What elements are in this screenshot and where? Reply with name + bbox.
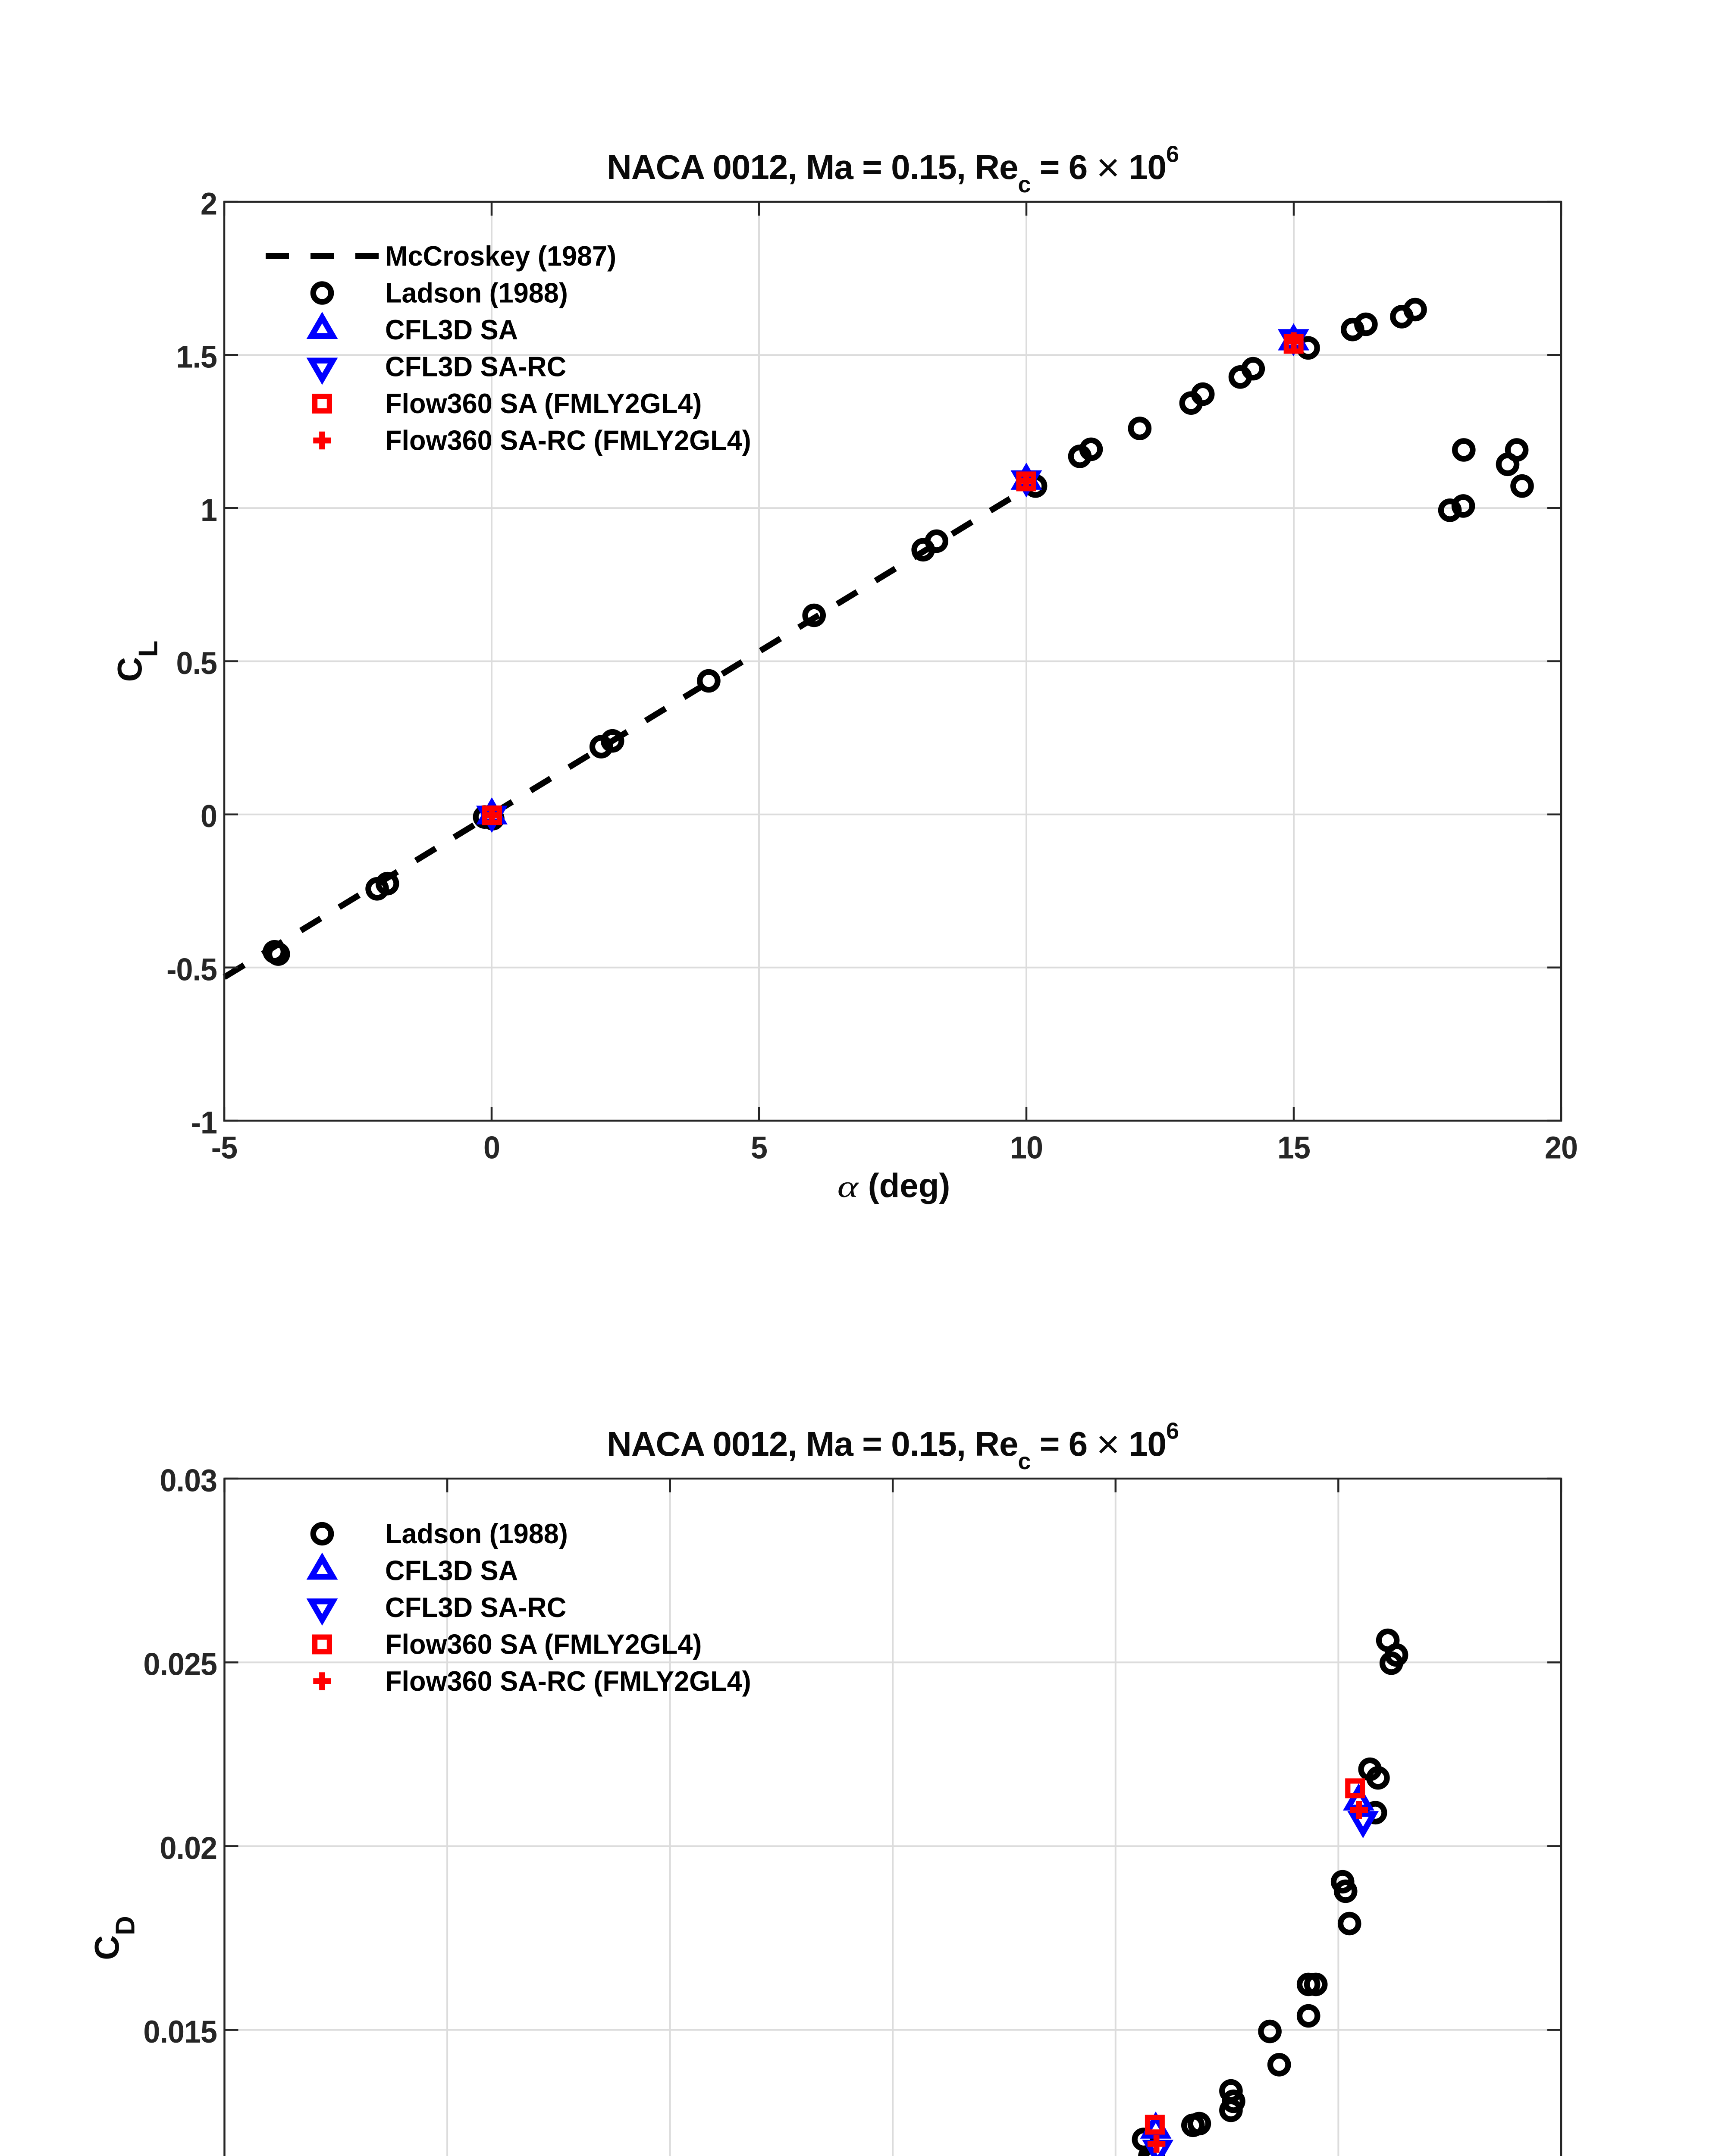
svg-text:0.5: 0.5 bbox=[176, 646, 217, 681]
svg-text:1: 1 bbox=[201, 493, 217, 528]
svg-text:CFL3D SA: CFL3D SA bbox=[385, 1555, 518, 1586]
svg-text:0: 0 bbox=[483, 1130, 500, 1166]
svg-text:CFL3D SA-RC: CFL3D SA-RC bbox=[385, 1592, 566, 1623]
svg-text:Flow360 SA-RC (FMLY2GL4): Flow360 SA-RC (FMLY2GL4) bbox=[385, 425, 751, 456]
svg-text:10: 10 bbox=[1010, 1130, 1043, 1166]
svg-text:CFL3D SA-RC: CFL3D SA-RC bbox=[385, 351, 566, 382]
svg-text:0.025: 0.025 bbox=[143, 1647, 217, 1682]
svg-text:15: 15 bbox=[1277, 1130, 1310, 1166]
svg-text:Flow360 SA-RC (FMLY2GL4): Flow360 SA-RC (FMLY2GL4) bbox=[385, 1665, 751, 1697]
svg-text:5: 5 bbox=[751, 1130, 767, 1166]
svg-text:Ladson (1988): Ladson (1988) bbox=[385, 1518, 568, 1549]
svg-text:CFL3D SA: CFL3D SA bbox=[385, 314, 518, 345]
svg-text:0.03: 0.03 bbox=[160, 1463, 217, 1498]
svg-text:Flow360 SA (FMLY2GL4): Flow360 SA (FMLY2GL4) bbox=[385, 388, 702, 419]
svg-text:2: 2 bbox=[201, 186, 217, 222]
svg-text:20: 20 bbox=[1545, 1130, 1578, 1166]
svg-text:-0.5: -0.5 bbox=[166, 952, 217, 987]
svg-text:-1: -1 bbox=[191, 1105, 217, 1141]
svg-text:Ladson (1988): Ladson (1988) bbox=[385, 277, 568, 309]
svg-text:α: α bbox=[837, 1169, 859, 1204]
svg-text:1.5: 1.5 bbox=[176, 339, 217, 375]
svg-text:-5: -5 bbox=[211, 1130, 237, 1166]
svg-text:Flow360 SA (FMLY2GL4): Flow360 SA (FMLY2GL4) bbox=[385, 1629, 702, 1660]
svg-text:0.02: 0.02 bbox=[160, 1831, 217, 1866]
svg-text:McCroskey (1987): McCroskey (1987) bbox=[385, 240, 616, 272]
svg-text:0.015: 0.015 bbox=[143, 2015, 217, 2050]
svg-text:0: 0 bbox=[201, 799, 217, 834]
svg-text:(deg): (deg) bbox=[868, 1166, 950, 1204]
